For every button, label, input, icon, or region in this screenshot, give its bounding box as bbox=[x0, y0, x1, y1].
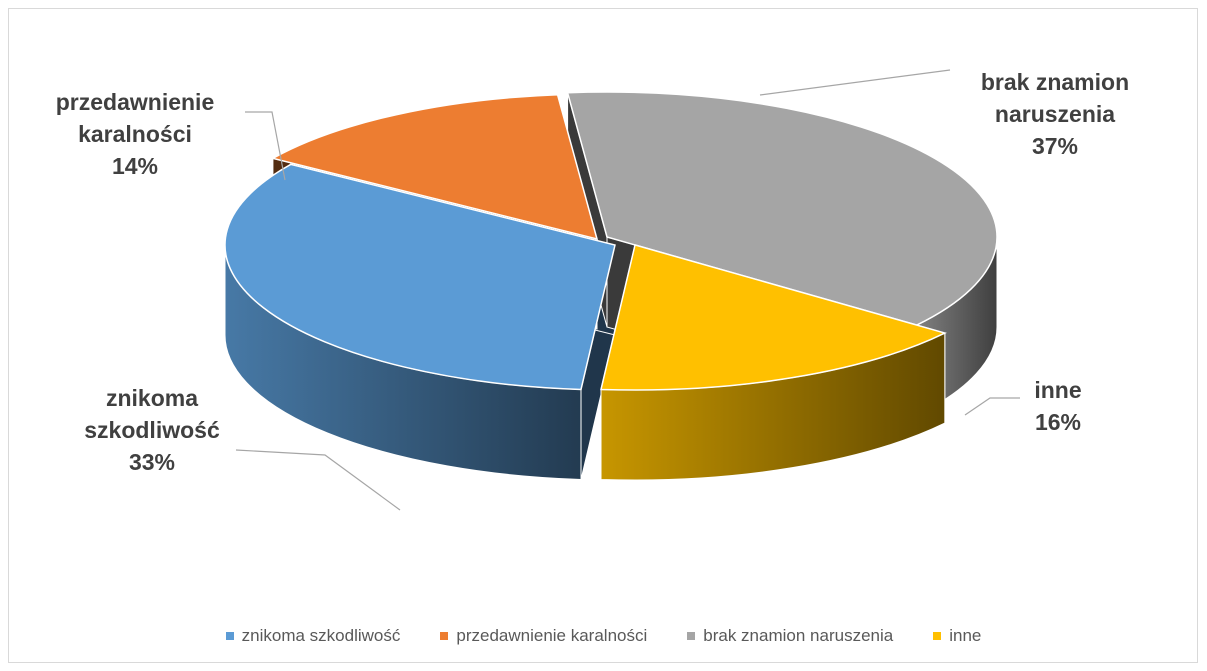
data-label-line: znikoma bbox=[106, 385, 198, 411]
leader-line bbox=[235, 449, 401, 511]
data-label: znikoma szkodliwość 33% bbox=[84, 385, 220, 475]
data-label-line: brak znamion bbox=[981, 69, 1129, 95]
legend-swatch bbox=[933, 632, 942, 640]
legend-swatch bbox=[687, 632, 696, 640]
legend-label: przedawnienie karalności bbox=[456, 626, 648, 645]
pie-slice-inne bbox=[600, 244, 947, 391]
data-label: brak znamion naruszenia 37% bbox=[981, 69, 1129, 159]
legend-label: brak znamion naruszenia bbox=[703, 626, 894, 645]
data-label-line: szkodliwość bbox=[84, 417, 220, 443]
legend: znikoma szkodliwość przedawnienie karaln… bbox=[0, 624, 1207, 648]
data-label-line: karalności bbox=[78, 121, 192, 147]
legend-item-inne: inne bbox=[933, 626, 981, 646]
data-label-line: przedawnienie bbox=[56, 89, 214, 115]
data-label-line: 16% bbox=[1035, 409, 1081, 435]
leader-line bbox=[759, 69, 951, 96]
leader-line bbox=[245, 111, 286, 181]
legend-swatch bbox=[440, 632, 449, 640]
legend-label: znikoma szkodliwość bbox=[241, 626, 401, 645]
data-label: przedawnienie karalności 14% bbox=[56, 89, 214, 179]
data-label-line: 14% bbox=[112, 153, 158, 179]
legend-item-przedawnienie: przedawnienie karalności bbox=[440, 626, 647, 646]
pie-slice-brak-znamion-naruszenia bbox=[566, 91, 998, 326]
pie-tops bbox=[224, 91, 998, 391]
legend-label: inne bbox=[949, 626, 982, 645]
legend-swatch bbox=[225, 632, 234, 640]
data-label-line: inne bbox=[1034, 377, 1081, 403]
data-label-line: naruszenia bbox=[995, 101, 1115, 127]
pie-slice-przedawnienie-karalności bbox=[270, 93, 599, 241]
data-label: inne 16% bbox=[1034, 377, 1081, 435]
legend-item-znikoma: znikoma szkodliwość bbox=[225, 626, 401, 646]
data-label-line: 37% bbox=[1032, 133, 1078, 159]
data-label-line: 33% bbox=[129, 449, 175, 475]
pie-slice-znikoma-szkodliwość bbox=[224, 163, 616, 391]
legend-item-brak-znamion: brak znamion naruszenia bbox=[687, 626, 893, 646]
leader-line bbox=[964, 397, 1020, 416]
